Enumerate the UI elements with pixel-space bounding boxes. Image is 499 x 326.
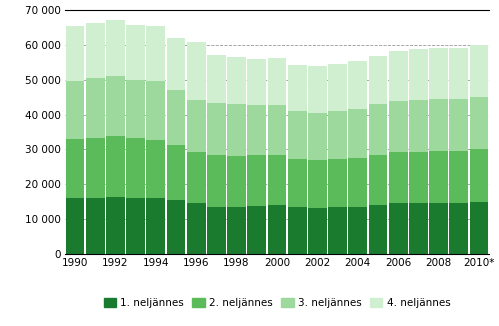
- Bar: [248, 206, 266, 254]
- Bar: [429, 99, 448, 151]
- Bar: [86, 23, 105, 78]
- Bar: [248, 105, 266, 155]
- Bar: [449, 202, 468, 254]
- Bar: [126, 80, 145, 138]
- Bar: [227, 57, 246, 104]
- Bar: [348, 207, 367, 254]
- Bar: [267, 205, 286, 254]
- Legend: 1. neljännes, 2. neljännes, 3. neljännes, 4. neljännes: 1. neljännes, 2. neljännes, 3. neljännes…: [99, 294, 455, 312]
- Bar: [389, 101, 408, 152]
- Bar: [449, 99, 468, 151]
- Bar: [146, 140, 165, 199]
- Bar: [187, 152, 206, 203]
- Bar: [106, 77, 125, 136]
- Bar: [267, 106, 286, 155]
- Bar: [126, 25, 145, 80]
- Bar: [369, 205, 387, 254]
- Bar: [308, 113, 327, 160]
- Bar: [429, 151, 448, 202]
- Bar: [86, 198, 105, 254]
- Bar: [308, 160, 327, 208]
- Bar: [308, 208, 327, 254]
- Bar: [227, 104, 246, 156]
- Bar: [187, 99, 206, 152]
- Bar: [348, 61, 367, 109]
- Bar: [369, 104, 387, 155]
- Bar: [65, 139, 84, 199]
- Bar: [328, 64, 347, 111]
- Bar: [369, 155, 387, 205]
- Bar: [65, 26, 84, 82]
- Bar: [86, 78, 105, 138]
- Bar: [429, 202, 448, 254]
- Bar: [389, 52, 408, 101]
- Bar: [449, 151, 468, 202]
- Bar: [409, 152, 428, 203]
- Bar: [187, 203, 206, 254]
- Bar: [167, 200, 185, 254]
- Bar: [288, 65, 306, 111]
- Bar: [429, 48, 448, 99]
- Bar: [65, 82, 84, 139]
- Bar: [267, 58, 286, 106]
- Bar: [146, 82, 165, 140]
- Bar: [207, 55, 226, 103]
- Bar: [389, 203, 408, 254]
- Bar: [146, 199, 165, 254]
- Bar: [369, 55, 387, 104]
- Bar: [167, 90, 185, 145]
- Bar: [126, 138, 145, 198]
- Bar: [207, 207, 226, 254]
- Bar: [146, 26, 165, 82]
- Bar: [227, 207, 246, 254]
- Bar: [409, 203, 428, 254]
- Bar: [389, 152, 408, 203]
- Bar: [106, 136, 125, 197]
- Bar: [126, 198, 145, 254]
- Bar: [106, 197, 125, 254]
- Bar: [288, 111, 306, 159]
- Bar: [409, 100, 428, 152]
- Bar: [187, 41, 206, 99]
- Bar: [470, 150, 489, 202]
- Bar: [167, 145, 185, 200]
- Bar: [470, 97, 489, 150]
- Bar: [308, 67, 327, 113]
- Bar: [470, 202, 489, 254]
- Bar: [328, 159, 347, 207]
- Bar: [86, 138, 105, 198]
- Bar: [65, 199, 84, 254]
- Bar: [449, 48, 468, 99]
- Bar: [167, 38, 185, 90]
- Bar: [348, 158, 367, 207]
- Bar: [470, 45, 489, 97]
- Bar: [248, 59, 266, 105]
- Bar: [288, 207, 306, 254]
- Bar: [267, 155, 286, 205]
- Bar: [207, 155, 226, 207]
- Bar: [348, 109, 367, 158]
- Bar: [207, 103, 226, 155]
- Bar: [227, 156, 246, 207]
- Bar: [328, 111, 347, 159]
- Bar: [409, 49, 428, 100]
- Bar: [106, 20, 125, 77]
- Bar: [248, 155, 266, 206]
- Bar: [328, 207, 347, 254]
- Bar: [288, 159, 306, 207]
